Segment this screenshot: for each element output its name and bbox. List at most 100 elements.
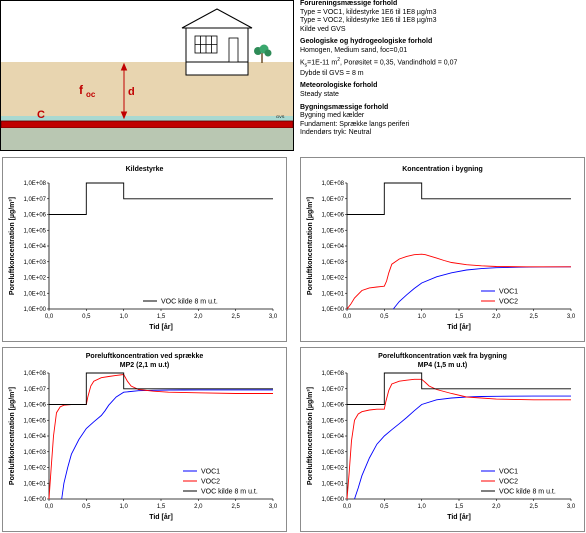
x-tick-label: 0,5	[380, 504, 389, 510]
y-tick-label: 1,0E+07	[23, 197, 46, 203]
y-tick-label: 1,0E+00	[23, 497, 46, 503]
legend-label: VOC kilde 8 m u.t.	[161, 299, 218, 306]
y-tick-label: 1,0E+06	[321, 213, 344, 219]
x-tick-label: 1,5	[157, 504, 166, 510]
building-line-2: Fundament: Sprække langs periferi	[300, 120, 410, 128]
y-tick-label: 1,0E+04	[23, 244, 46, 250]
y-tick-label: 1,0E+04	[321, 244, 344, 250]
geology-line-3: Dybde til GVS = 8 m	[300, 69, 364, 77]
series-line-0	[49, 182, 273, 215]
x-tick-label: 1,0	[119, 314, 128, 320]
y-tick-label: 1,0E+05	[23, 418, 46, 424]
x-tick-label: 1,5	[455, 504, 464, 510]
building	[181, 8, 253, 76]
x-tick-label: 2,5	[231, 314, 240, 320]
series-line-1	[346, 378, 571, 500]
x-tick-label: 1,5	[157, 314, 166, 320]
series-line-2	[49, 372, 273, 405]
y-tick-label: 1,0E+01	[23, 291, 46, 297]
x-tick-label: 2,5	[231, 504, 240, 510]
y-tick-label: 1,0E+03	[23, 260, 46, 266]
series-line-0	[392, 266, 572, 310]
y-tick-label: 1,0E+08	[321, 371, 344, 377]
y-tick-label: 1,0E+04	[23, 434, 46, 440]
geology-line-2: Ks=1E-11 m2, Porøsitet = 0,35, Vandindho…	[300, 56, 458, 69]
y-tick-label: 1,0E+01	[321, 291, 344, 297]
legend-label: VOC2	[201, 479, 220, 486]
x-axis-label: Tid [år]	[447, 513, 471, 521]
chart-plot: 1,0E+00 1,0E+01 1,0E+02 1,0E+03 1,0E+04 1,0E+…	[9, 181, 278, 331]
y-tick-label: 1,0E+07	[321, 387, 344, 393]
building-line-3: Indendørs tryk: Neutral	[300, 129, 372, 137]
schematic-drawing: f oc d C GVS	[0, 0, 294, 151]
y-tick-label: 1,0E+07	[23, 387, 46, 393]
chart-panel-kildestyrke: Kildestyrke 1,0E+00 1,0E+01 1,0E+02 1,0E+03…	[2, 157, 287, 342]
legend-label: VOC2	[499, 299, 518, 306]
y-axis-label: Poreluftkoncentration [µg/m³]	[307, 387, 314, 485]
y-tick-label: 1,0E+00	[321, 307, 344, 313]
y-tick-label: 1,0E+05	[23, 228, 46, 234]
x-tick-label: 3,0	[269, 314, 278, 320]
tree-icon	[254, 44, 272, 63]
y-tick-label: 1,0E+08	[23, 181, 46, 187]
x-tick-label: 0,5	[380, 314, 389, 320]
x-axis-label: Tid [år]	[447, 323, 471, 331]
chart-title: Koncentration i bygning	[402, 166, 483, 173]
series-line-0	[354, 395, 571, 500]
source-layer	[0, 120, 294, 129]
pollution-line-1: Type = VOC1, kildestyrke 1E6 til 1E8 µg/…	[300, 8, 437, 16]
aquifer	[1, 128, 293, 150]
x-tick-label: 1,0	[417, 314, 426, 320]
y-tick-label: 1,0E+02	[321, 276, 344, 282]
legend-label: VOC kilde 8 m u.t.	[499, 489, 556, 496]
chart-plot: 1,0E+00 1,0E+01 1,0E+02 1,0E+03 1,0E+04 1,0E+…	[307, 371, 576, 521]
heading-pollution: Forureningsmæssige forhold	[300, 0, 398, 7]
chart-plot: 1,0E+00 1,0E+01 1,0E+02 1,0E+03 1,0E+04 1,0E+…	[9, 371, 278, 521]
x-tick-label: 0,0	[45, 504, 54, 510]
y-axis-label: Poreluftkoncentration [µg/m³]	[307, 197, 314, 295]
x-tick-label: 1,0	[119, 504, 128, 510]
x-tick-label: 0,5	[82, 504, 91, 510]
legend-label: VOC kilde 8 m u.t.	[201, 489, 258, 496]
site-schematic: f oc d C GVS	[0, 0, 295, 152]
x-tick-label: 1,0	[417, 504, 426, 510]
y-tick-label: 1,0E+06	[23, 403, 46, 409]
y-tick-label: 1,0E+08	[23, 371, 46, 377]
legend-label: VOC1	[499, 469, 518, 476]
heading-building: Bygningsmæssige forhold	[300, 103, 389, 111]
x-axis-label: Tid [år]	[149, 323, 173, 331]
y-axis-label: Poreluftkoncentration [µg/m³]	[9, 387, 16, 485]
x-tick-label: 3,0	[567, 314, 576, 320]
y-tick-label: 1,0E+05	[321, 418, 344, 424]
y-axis-label: Poreluftkoncentration [µg/m³]	[9, 197, 16, 295]
scenario-description: Forureningsmæssige forhold Type = VOC1, …	[300, 0, 586, 152]
y-tick-label: 1,0E+06	[23, 213, 46, 219]
x-tick-label: 2,0	[492, 314, 501, 320]
y-tick-label: 1,0E+01	[321, 481, 344, 487]
foc-subscript: oc	[86, 90, 96, 99]
y-tick-label: 1,0E+07	[321, 197, 344, 203]
chart-title: Poreluftkoncentration væk fra bygning	[378, 353, 507, 360]
chart-title: Kildestyrke	[125, 166, 164, 173]
y-tick-label: 1,0E+08	[321, 181, 344, 187]
heading-meteorology: Meteorologiske forhold	[300, 82, 378, 90]
capillary-fringe	[1, 116, 293, 121]
y-tick-label: 1,0E+02	[321, 466, 344, 472]
y-tick-label: 1,0E+00	[321, 497, 344, 503]
chart-panel-crack: Poreluftkoncentration ved sprække MP2 (2…	[2, 347, 287, 532]
x-tick-label: 3,0	[567, 504, 576, 510]
x-tick-label: 0,0	[343, 504, 352, 510]
y-tick-label: 1,0E+00	[23, 307, 46, 313]
meteorology-line-1: Steady state	[300, 91, 339, 99]
chart-title: Poreluftkoncentration ved sprække	[85, 353, 204, 360]
series-line-1	[346, 253, 571, 310]
x-axis-label: Tid [år]	[149, 513, 173, 521]
gvs-label: GVS	[276, 114, 285, 119]
legend-label: VOC2	[499, 479, 518, 486]
x-tick-label: 2,5	[529, 314, 538, 320]
legend-label: VOC1	[201, 469, 220, 476]
y-tick-label: 1,0E+05	[321, 228, 344, 234]
x-tick-label: 2,5	[529, 504, 538, 510]
depth-arrow	[120, 62, 128, 120]
pollution-line-3: Kilde ved GVS	[300, 25, 346, 33]
